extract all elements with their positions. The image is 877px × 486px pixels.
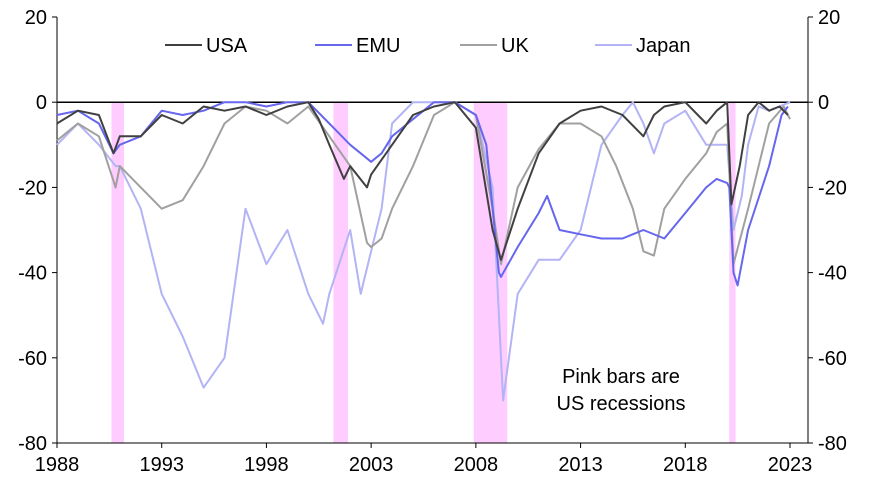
y-tick-label-right: -80 <box>818 433 847 455</box>
y-tick-label-left: -40 <box>18 263 47 285</box>
series-line-usa <box>56 101 789 261</box>
series-line-uk <box>56 101 791 266</box>
y-tick-label-left: 20 <box>25 7 47 29</box>
recession-bar <box>333 102 349 443</box>
series-line-emu <box>56 101 789 287</box>
x-tick-label: 1998 <box>244 454 289 476</box>
y-tick-label-right: 0 <box>818 92 829 114</box>
y-tick-label-right: -20 <box>818 177 847 199</box>
x-tick-label: 1993 <box>139 454 184 476</box>
x-tick-label: 2003 <box>349 454 394 476</box>
x-tick-label: 2013 <box>558 454 603 476</box>
y-tick-label-left: 0 <box>36 92 47 114</box>
y-tick-label-right: -40 <box>818 263 847 285</box>
x-tick-label: 2023 <box>768 454 813 476</box>
y-tick-label-right: -60 <box>818 348 847 370</box>
y-tick-label-right: 20 <box>818 7 840 29</box>
annotation-text: US recessions <box>557 393 686 415</box>
x-tick-label: 2008 <box>454 454 499 476</box>
series-line-japan <box>56 101 791 402</box>
y-tick-label-left: -60 <box>18 348 47 370</box>
legend-item-japan: Japan <box>595 35 691 57</box>
legend-label: USA <box>206 35 248 57</box>
legend-item-emu: EMU <box>315 35 400 57</box>
legend-item-usa: USA <box>165 35 248 57</box>
recession-bar <box>729 102 736 443</box>
legend-label: Japan <box>636 35 691 57</box>
annotation-text: Pink bars are <box>562 366 680 388</box>
legend-item-uk: UK <box>460 35 529 57</box>
legend-label: EMU <box>356 35 400 57</box>
x-tick-label: 1988 <box>35 454 80 476</box>
y-tick-label-left: -80 <box>18 433 47 455</box>
x-tick-label: 2018 <box>663 454 708 476</box>
y-tick-label-left: -20 <box>18 177 47 199</box>
legend-label: UK <box>501 35 529 57</box>
